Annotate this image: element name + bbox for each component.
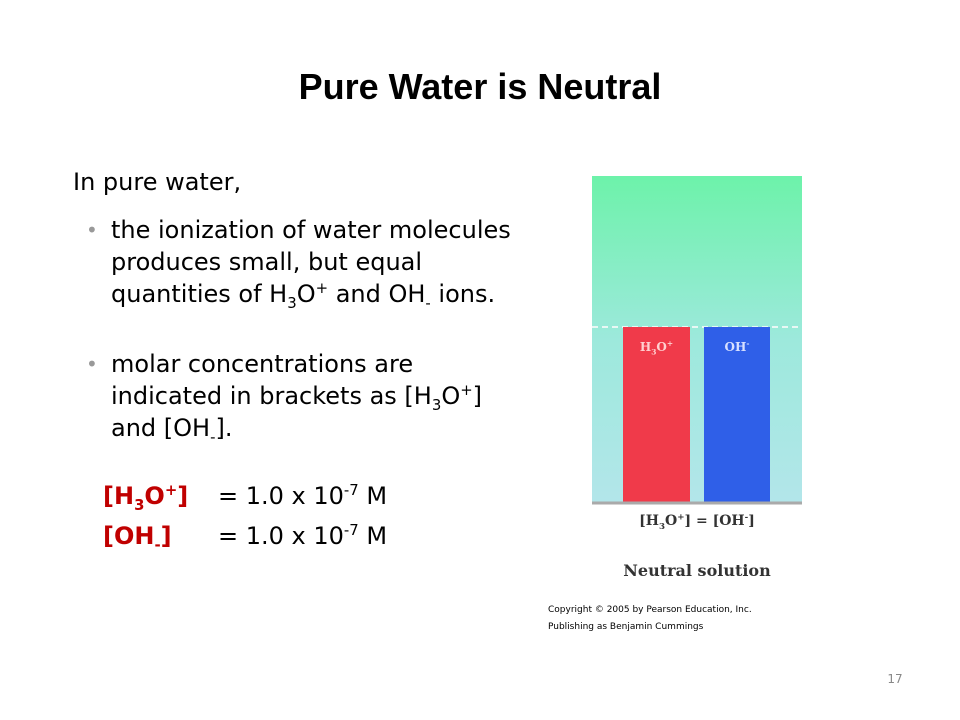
text-run: O: [665, 513, 678, 529]
text-run: [H: [639, 513, 659, 529]
bullet-dot: •: [86, 352, 98, 376]
copyright: Publishing as Benjamin Cummings: [548, 622, 704, 632]
text-run: H: [639, 340, 652, 354]
supscript: +: [164, 481, 178, 499]
subscript: 3: [658, 521, 666, 532]
text-run: ions.: [430, 280, 496, 308]
text-run: ].: [215, 414, 233, 442]
red-bar: [623, 327, 690, 504]
supscript: -7: [343, 521, 359, 539]
subscript: -: [210, 427, 216, 446]
text-run: M: [358, 482, 388, 510]
bar-label: OH-: [704, 340, 770, 354]
text-run: O: [296, 280, 316, 308]
equation-label: [OH-]: [103, 522, 172, 552]
text-run: ]: [160, 522, 172, 550]
bullet-text: molar concentrations are indicated in br…: [111, 348, 511, 444]
text-run: ]: [748, 513, 755, 529]
figure-equation: [H3O+] = [OH-]: [592, 512, 802, 532]
subscript: 3: [287, 293, 297, 312]
text-run: [OH: [103, 522, 155, 550]
bullet-text: the ionization of water molecules produc…: [111, 214, 511, 310]
supscript: -: [744, 512, 749, 523]
supscript: +: [315, 279, 329, 297]
equation-label: [H3O+]: [103, 481, 189, 512]
figure: [592, 176, 802, 505]
supscript: -: [746, 339, 750, 348]
equation-value: = 1.0 x 10-7 M: [218, 482, 387, 510]
supscript: +: [666, 339, 674, 348]
text-run: OH: [724, 340, 747, 354]
text-run: M: [358, 522, 388, 550]
text-run: and OH: [328, 280, 426, 308]
text-run: O: [144, 482, 165, 510]
subscript: -: [154, 535, 161, 554]
text-run: the ionization of water molecules produc…: [111, 216, 511, 308]
text-run: ] and [OH: [111, 382, 483, 442]
bullet-dot: •: [86, 218, 98, 242]
subscript: 3: [431, 395, 442, 414]
intro-text: In pure water,: [73, 168, 242, 196]
bar-label: H3O+: [623, 339, 690, 357]
subscript: -: [425, 293, 431, 312]
supscript: +: [460, 381, 473, 399]
text-run: = 1.0 x 10: [218, 522, 344, 550]
text-run: molar concentrations are indicated in br…: [111, 350, 432, 410]
supscript: +: [677, 512, 685, 523]
text-run: O: [656, 340, 667, 354]
text-run: O: [441, 382, 461, 410]
copyright: Copyright © 2005 by Pearson Education, I…: [548, 605, 752, 615]
text-run: [H: [103, 482, 135, 510]
figure-caption: Neutral solution: [623, 561, 771, 580]
equation-value: = 1.0 x 10-7 M: [218, 522, 387, 550]
page-number: 17: [887, 672, 903, 686]
text-run: ] = [OH: [684, 513, 745, 529]
slide-title: Pure Water is Neutral: [298, 66, 662, 107]
text-run: ]: [177, 482, 189, 510]
subscript: 3: [134, 495, 145, 514]
blue-bar: [704, 327, 770, 504]
supscript: -7: [343, 481, 359, 499]
text-run: = 1.0 x 10: [218, 482, 344, 510]
subscript: 3: [651, 347, 657, 357]
